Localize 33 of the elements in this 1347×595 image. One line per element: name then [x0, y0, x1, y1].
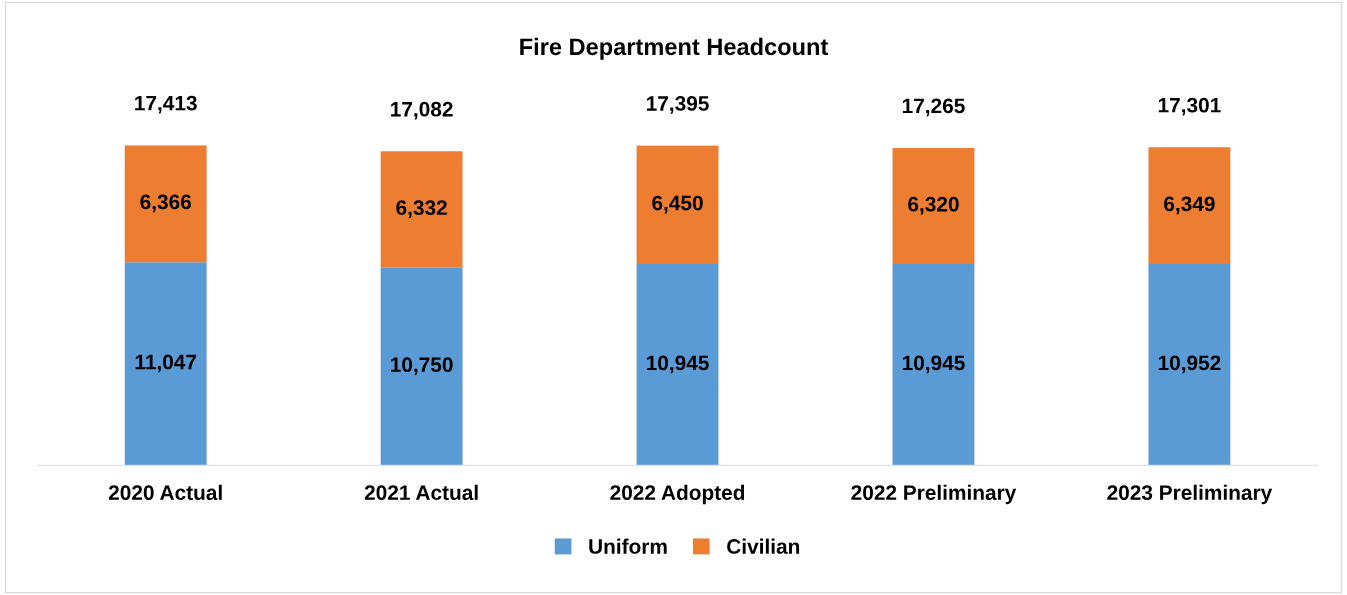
- data-label: 10,945: [647, 355, 709, 374]
- bar: [892, 264, 975, 466]
- bar: [380, 267, 463, 466]
- x-tick-label: 2023 Preliminary: [1107, 484, 1273, 505]
- data-label: 6,332: [396, 200, 447, 219]
- chart-title: Fire Department Headcount: [520, 37, 829, 60]
- data-label: 6,366: [140, 194, 191, 213]
- data-label: 11,047: [135, 354, 197, 373]
- legend-label: Civilian: [727, 538, 800, 554]
- bar: [124, 262, 207, 466]
- data-label: 10,952: [1158, 355, 1221, 374]
- bar: [1148, 147, 1231, 264]
- data-label: 6,349: [1164, 196, 1215, 215]
- bar: [380, 151, 463, 268]
- bar: [124, 145, 207, 263]
- bar: [892, 147, 975, 265]
- total-label: 17,395: [647, 96, 709, 114]
- x-tick-label: 2020 Actual: [108, 484, 222, 501]
- legend-label: Uniform: [589, 538, 667, 554]
- total-label: 17,265: [902, 98, 965, 117]
- data-label: 10,750: [391, 357, 453, 376]
- x-tick-label: 2022 Adopted: [610, 484, 745, 505]
- data-label: 6,320: [908, 196, 959, 215]
- x-tick-label: 2022 Preliminary: [851, 484, 1017, 505]
- bar: [636, 264, 719, 466]
- bar: [1148, 263, 1231, 466]
- bar: [636, 145, 719, 265]
- x-tick-label: 2021 Actual: [364, 484, 478, 501]
- total-label: 17,082: [391, 101, 453, 120]
- total-label: 17,301: [1158, 97, 1221, 116]
- data-label: 10,945: [902, 355, 965, 374]
- total-label: 17,413: [135, 95, 197, 114]
- data-label: 6,450: [652, 195, 703, 214]
